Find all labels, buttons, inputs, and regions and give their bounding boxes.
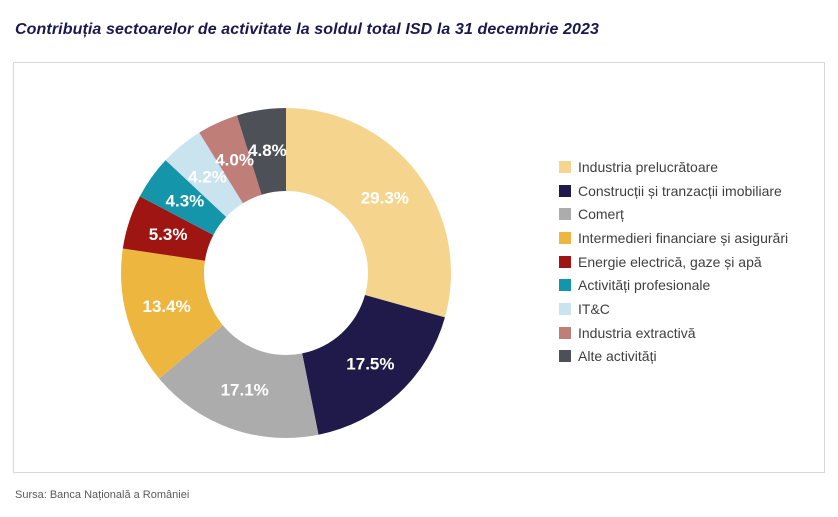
legend-item: Activități profesionale [559, 273, 788, 297]
chart-panel: 29.3% 17.5% 17.1% 13.4% 5.3% 4.3% 4.2% 4.0% 4.8%… [13, 62, 825, 473]
legend-item: Intermedieri financiare și asigurări [559, 226, 788, 250]
slice-label: 17.5% [346, 354, 394, 373]
legend-label: Activități profesionale [578, 277, 711, 294]
legend-item: Construcții și tranzacții imobiliare [559, 179, 788, 203]
legend-swatch [559, 255, 571, 268]
legend-swatch [559, 302, 571, 315]
slice-label: 13.4% [142, 297, 190, 316]
slice-label: 4.0% [215, 151, 254, 170]
legend-label: IT&C [578, 300, 610, 317]
donut-slice [121, 248, 223, 379]
legend-item: Industria prelucrătoare [559, 155, 788, 179]
legend: Industria prelucrătoare Construcții și tr… [559, 155, 788, 368]
legend-label: Industria prelucrătoare [578, 158, 719, 175]
legend-item: IT&C [559, 297, 788, 321]
donut-slice [122, 196, 214, 261]
legend-item: Energie electrică, gaze și apă [559, 250, 788, 274]
legend-item: Comerț [559, 202, 788, 226]
legend-swatch [559, 160, 571, 173]
donut-slice [165, 132, 243, 217]
donut-slice [159, 325, 319, 438]
legend-label: Alte activități [578, 348, 657, 365]
source-note: Sursa: Banca Națională a României [15, 489, 190, 501]
donut-slice [286, 108, 451, 318]
donut-slice [236, 108, 286, 195]
legend-label: Intermedieri financiare și asigurări [578, 229, 789, 246]
legend-swatch [559, 231, 571, 244]
legend-label: Industria extractivă [578, 324, 696, 341]
legend-label: Construcții și tranzacții imobiliare [578, 182, 782, 199]
chart-title: Contribuția sectoarelor de activitate la… [15, 21, 599, 38]
legend-swatch [559, 184, 571, 197]
donut-chart: 29.3% 17.5% 17.1% 13.4% 5.3% 4.3% 4.2%4.0%4.8% [121, 108, 451, 438]
donut-slice [199, 115, 262, 204]
slice-label: 4.3% [166, 192, 205, 211]
legend-label: Comerț [578, 206, 624, 223]
slice-label: 4.8% [248, 141, 287, 160]
slice-label: 4.2% [188, 168, 227, 187]
legend-label: Energie electrică, gaze și apă [578, 253, 762, 270]
legend-swatch [559, 208, 571, 221]
legend-item: Alte activități [559, 345, 788, 369]
legend-swatch [559, 326, 571, 339]
legend-item: Industria extractivă [559, 321, 788, 345]
slice-label: 5.3% [149, 225, 188, 244]
donut-slice [302, 295, 445, 435]
slice-label: 17.1% [221, 380, 269, 399]
legend-swatch [559, 350, 571, 363]
donut-slice [139, 160, 227, 235]
slice-label: 29.3% [361, 189, 409, 208]
legend-swatch [559, 279, 571, 292]
